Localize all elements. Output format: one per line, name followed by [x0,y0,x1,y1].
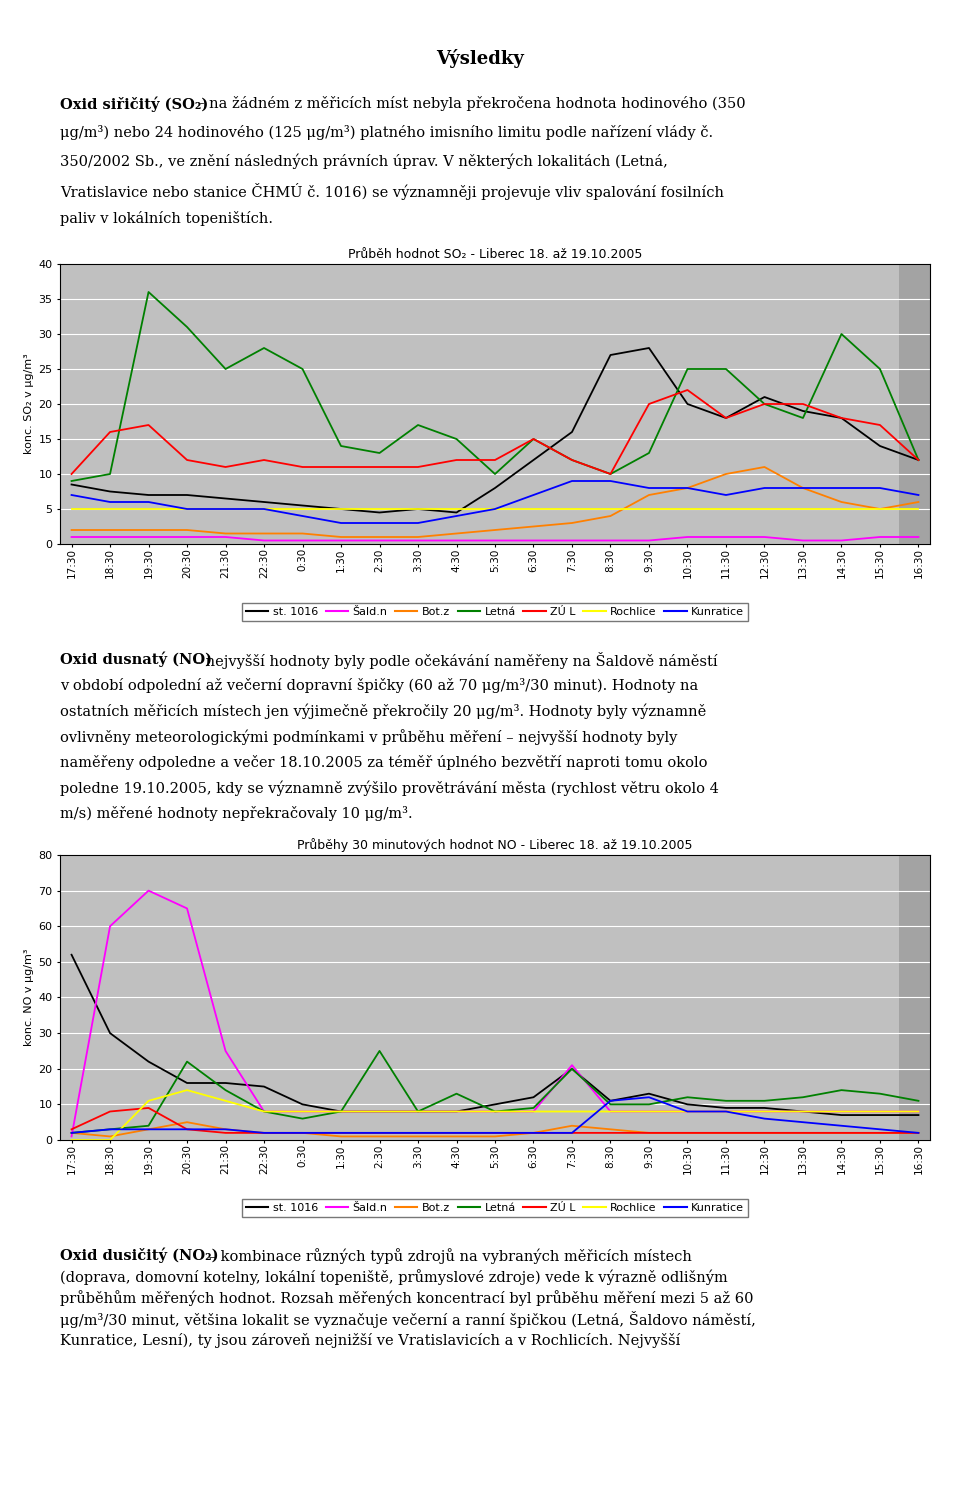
Text: μg/m³) nebo 24 hodinového (125 μg/m³) platného imisního limitu podle nařízení vl: μg/m³) nebo 24 hodinového (125 μg/m³) pl… [60,125,713,140]
Text: poledne 19.10.2005, kdy se významně zvýšilo provětrávání města (rychlost větru o: poledne 19.10.2005, kdy se významně zvýš… [60,780,719,796]
Text: – nejvyšší hodnoty byly podle očekávání naměřeny na Šaldově náměstí: – nejvyšší hodnoty byly podle očekávání … [189,652,717,669]
Text: - na žádném z měřicích míst nebyla překročena hodnota hodinového (350: - na žádném z měřicích míst nebyla překr… [195,95,746,110]
Text: μg/m³/30 minut, většina lokalit se vyznačuje večerní a ranní špičkou (Letná, Šal: μg/m³/30 minut, většina lokalit se vyzna… [60,1312,756,1328]
Text: paliv v lokálních topeništích.: paliv v lokálních topeništích. [60,212,273,227]
Text: m/s) měřené hodnoty nepřekračovaly 10 μg/m³.: m/s) měřené hodnoty nepřekračovaly 10 μg… [60,807,413,822]
Text: Oxid dusičitý (NO₂): Oxid dusičitý (NO₂) [60,1248,219,1263]
Text: (doprava, domovní kotelny, lokální topeniště, průmyslové zdroje) vede k výrazně : (doprava, domovní kotelny, lokální topen… [60,1269,728,1285]
Text: Oxid siřičitý (SO₂): Oxid siřičitý (SO₂) [60,95,208,112]
Title: Průběh hodnot SO₂ - Liberec 18. až 19.10.2005: Průběh hodnot SO₂ - Liberec 18. až 19.10… [348,249,642,261]
Legend: st. 1016, Šald.n, Bot.z, Letná, ZÚ L, Rochlice, Kunratice: st. 1016, Šald.n, Bot.z, Letná, ZÚ L, Ro… [242,1199,749,1218]
Text: Kunratice, Lesní), ty jsou zároveň nejnižší ve Vratislavicích a v Rochlicích. Ne: Kunratice, Lesní), ty jsou zároveň nejni… [60,1333,681,1348]
Text: ostatních měřicích místech jen výjimečně překročily 20 μg/m³. Hodnoty byly význa: ostatních měřicích místech jen výjimečně… [60,704,707,719]
Bar [900,854,930,1141]
Text: Oxid dusnatý (NO): Oxid dusnatý (NO) [60,652,212,668]
Text: 350/2002 Sb., ve znění následných právních úprav. V některých lokalitách (Letná,: 350/2002 Sb., ve znění následných právní… [60,154,668,168]
Text: – kombinace různých typů zdrojů na vybraných měřicích místech: – kombinace různých typů zdrojů na vybra… [204,1248,691,1264]
Text: v období odpolední až večerní dopravní špičky (60 až 70 μg/m³/30 minut). Hodnoty: v období odpolední až večerní dopravní š… [60,678,698,693]
Text: naměřeny odpoledne a večer 18.10.2005 za téměř úplného bezvětří naproti tomu oko: naměřeny odpoledne a večer 18.10.2005 za… [60,754,708,769]
Text: Vratislavice nebo stanice ČHMÚ č. 1016) se významněji projevuje vliv spalování f: Vratislavice nebo stanice ČHMÚ č. 1016) … [60,182,724,200]
Y-axis label: konc. NO v μg/m³: konc. NO v μg/m³ [24,948,34,1047]
Text: průběhům měřených hodnot. Rozsah měřených koncentrací byl průběhu měření mezi 5 : průběhům měřených hodnot. Rozsah měřenýc… [60,1290,754,1306]
Legend: st. 1016, Šald.n, Bot.z, Letná, ZÚ L, Rochlice, Kunratice: st. 1016, Šald.n, Bot.z, Letná, ZÚ L, Ro… [242,602,749,622]
Bar [900,264,930,544]
Y-axis label: konc. SO₂ v μg/m³: konc. SO₂ v μg/m³ [24,353,34,455]
Text: ovlivněny meteorologickými podmínkami v průběhu měření – nejvyšší hodnoty byly: ovlivněny meteorologickými podmínkami v … [60,729,678,746]
Title: Průběhy 30 minutových hodnot NO - Liberec 18. až 19.10.2005: Průběhy 30 minutových hodnot NO - Libere… [298,838,693,853]
Text: Výsledky: Výsledky [436,49,524,67]
